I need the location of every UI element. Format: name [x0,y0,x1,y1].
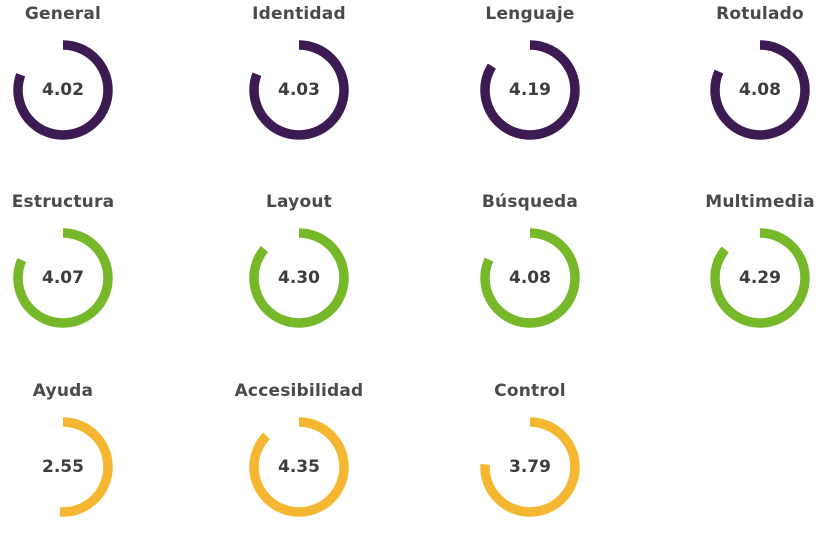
donut-ring: 4.29 [710,228,810,328]
donut-ring: 4.19 [480,40,580,140]
donut-title: Accesibilidad [234,381,364,401]
donut-card: Identidad 4.03 [199,0,399,170]
donut-svg [710,40,810,140]
donut-arc [480,417,580,517]
donut-ring: 4.35 [249,417,349,517]
donut-title: Identidad [252,4,346,24]
donut-title: Lenguaje [485,4,575,24]
donut-ring: 4.08 [480,228,580,328]
donut-value-label: 4.07 [42,268,84,288]
donut-value-label: 4.29 [739,268,781,288]
donut-arc [13,417,113,517]
donut-title: Control [494,381,566,401]
donut-value-label: 4.30 [278,268,320,288]
donut-card: Layout 4.30 [199,188,399,358]
donut-title: Ayuda [32,381,94,401]
donut-svg [710,228,810,328]
donut-value-label: 4.08 [509,268,551,288]
donut-title: Estructura [11,192,115,212]
donut-card: Control 3.79 [430,377,630,547]
donut-ring: 4.03 [249,40,349,140]
donut-ring: 4.30 [249,228,349,328]
donut-svg [480,40,580,140]
donut-arc [480,40,580,140]
donut-title: General [24,4,102,24]
donut-arc [13,40,113,140]
donut-title: Layout [266,192,332,212]
donut-card: Lenguaje 4.19 [430,0,630,170]
donut-arc [249,417,349,517]
donut-ring: 4.08 [710,40,810,140]
donut-title: Rotulado [716,4,804,24]
donut-title: Búsqueda [481,192,579,212]
donut-value-label: 3.79 [509,457,551,477]
donut-arc [249,40,349,140]
donut-svg [249,228,349,328]
donut-card: Multimedia 4.29 [660,188,839,358]
donut-card: General 4.02 [0,0,163,170]
donut-svg [13,40,113,140]
donut-ring: 4.07 [13,228,113,328]
donut-svg [13,228,113,328]
donut-svg [480,228,580,328]
donut-ring: 2.55 [13,417,113,517]
donut-arc [13,228,113,328]
donut-arc [710,40,810,140]
donut-ring: 4.02 [13,40,113,140]
donut-value-label: 4.19 [509,80,551,100]
donut-value-label: 4.03 [278,80,320,100]
donut-card: Búsqueda 4.08 [430,188,630,358]
donut-arc [710,228,810,328]
donut-value-label: 4.02 [42,80,84,100]
donut-arc [480,228,580,328]
donut-svg [480,417,580,517]
donut-value-label: 4.08 [739,80,781,100]
donut-title: Multimedia [705,192,815,212]
donut-value-label: 4.35 [278,457,320,477]
donut-card: Ayuda 2.55 [0,377,163,547]
donut-ring: 3.79 [480,417,580,517]
donut-svg [249,40,349,140]
donut-svg [249,417,349,517]
donut-value-label: 2.55 [42,457,84,477]
donut-arc [249,228,349,328]
donut-card: Estructura 4.07 [0,188,163,358]
donut-svg [13,417,113,517]
donut-card: Accesibilidad 4.35 [199,377,399,547]
donut-card: Rotulado 4.08 [660,0,839,170]
